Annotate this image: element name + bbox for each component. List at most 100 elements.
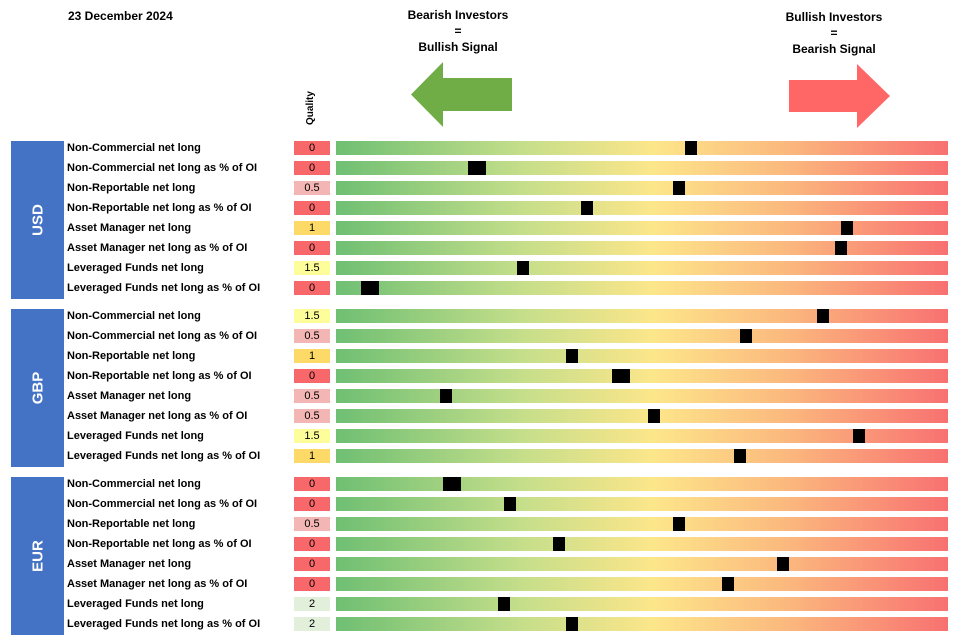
row-label: Non-Commercial net long — [67, 310, 201, 322]
row-label: Asset Manager net long as % of OI — [67, 410, 248, 422]
row-label: Non-Commercial net long as % of OI — [67, 162, 258, 174]
bearish-legend-line1: Bearish Investors — [407, 8, 509, 22]
sentiment-bar — [336, 261, 948, 275]
group-label: GBP — [29, 371, 46, 405]
row-label: Non-Reportable net long as % of OI — [67, 538, 252, 550]
quality-score: 0 — [294, 141, 330, 155]
row-label: Non-Commercial net long — [67, 142, 201, 154]
bearish-legend: Bearish Investors = Bullish Signal — [398, 7, 518, 55]
row-label: Non-Commercial net long — [67, 478, 201, 490]
position-marker — [817, 309, 829, 323]
sentiment-bar — [336, 557, 948, 571]
quality-score: 1.5 — [294, 261, 330, 275]
sentiment-bar — [336, 221, 948, 235]
quality-score: 0 — [294, 161, 330, 175]
row-label: Leveraged Funds net long — [67, 262, 204, 274]
row-label: Non-Reportable net long — [67, 350, 196, 362]
position-marker — [777, 557, 789, 571]
sentiment-bar — [336, 201, 948, 215]
quality-score: 1.5 — [294, 309, 330, 323]
row-label: Asset Manager net long as % of OI — [67, 578, 248, 590]
position-marker — [835, 241, 847, 255]
sentiment-bar — [336, 597, 948, 611]
quality-score: 1 — [294, 449, 330, 463]
quality-score: 0 — [294, 537, 330, 551]
quality-header-text: Quality — [305, 91, 316, 125]
sentiment-bar — [336, 309, 948, 323]
group-block-eur: EUR — [11, 477, 64, 635]
position-marker — [566, 617, 578, 631]
position-marker — [841, 221, 853, 235]
position-marker — [517, 261, 529, 275]
quality-score: 0 — [294, 281, 330, 295]
position-marker — [443, 477, 461, 491]
row-label: Non-Reportable net long as % of OI — [67, 370, 252, 382]
sentiment-bar — [336, 161, 948, 175]
quality-score: 0 — [294, 577, 330, 591]
sentiment-bar — [336, 449, 948, 463]
position-marker — [612, 369, 630, 383]
bearish-legend-line2: = — [454, 24, 462, 38]
sentiment-bar — [336, 141, 948, 155]
row-label: Leveraged Funds net long — [67, 430, 204, 442]
position-marker — [740, 329, 752, 343]
quality-score: 2 — [294, 617, 330, 631]
row-label: Non-Commercial net long as % of OI — [67, 498, 258, 510]
sentiment-bar — [336, 477, 948, 491]
row-label: Leveraged Funds net long as % of OI — [67, 282, 261, 294]
report-date: 23 December 2024 — [68, 9, 173, 23]
quality-score: 0 — [294, 497, 330, 511]
position-marker — [685, 141, 697, 155]
position-marker — [673, 181, 685, 195]
sentiment-bar — [336, 537, 948, 551]
position-marker — [504, 497, 516, 511]
bullish-legend: Bullish Investors = Bearish Signal — [774, 9, 894, 57]
quality-score: 1 — [294, 349, 330, 363]
quality-score: 2 — [294, 597, 330, 611]
bullish-legend-line1: Bullish Investors — [785, 10, 883, 24]
sentiment-bar — [336, 281, 948, 295]
position-marker — [566, 349, 578, 363]
quality-score: 0.5 — [294, 409, 330, 423]
row-label: Non-Reportable net long as % of OI — [67, 202, 252, 214]
quality-score: 0.5 — [294, 329, 330, 343]
sentiment-bar — [336, 429, 948, 443]
quality-score: 0 — [294, 557, 330, 571]
position-marker — [648, 409, 660, 423]
group-label: USD — [29, 204, 46, 236]
position-marker — [440, 389, 452, 403]
sentiment-bar — [336, 617, 948, 631]
left-arrow-icon — [411, 62, 512, 127]
group-label: EUR — [29, 540, 46, 572]
position-marker — [722, 577, 734, 591]
position-marker — [734, 449, 746, 463]
quality-score: 0 — [294, 201, 330, 215]
bullish-legend-line2: = — [830, 26, 838, 40]
position-marker — [673, 517, 685, 531]
row-label: Non-Commercial net long as % of OI — [67, 330, 258, 342]
sentiment-bar — [336, 389, 948, 403]
position-marker — [468, 161, 486, 175]
row-label: Asset Manager net long — [67, 222, 192, 234]
group-block-usd: USD — [11, 141, 64, 299]
quality-score: 0 — [294, 477, 330, 491]
row-label: Non-Reportable net long — [67, 518, 196, 530]
sentiment-bar — [336, 409, 948, 423]
quality-score: 1.5 — [294, 429, 330, 443]
group-block-gbp: GBP — [11, 309, 64, 467]
right-arrow-icon — [789, 64, 890, 128]
sentiment-bar — [336, 349, 948, 363]
row-label: Asset Manager net long — [67, 390, 192, 402]
sentiment-bar — [336, 577, 948, 591]
bullish-legend-line3: Bearish Signal — [792, 42, 876, 56]
sentiment-bar — [336, 517, 948, 531]
position-marker — [853, 429, 865, 443]
quality-score: 0 — [294, 241, 330, 255]
quality-score: 0 — [294, 369, 330, 383]
row-label: Asset Manager net long as % of OI — [67, 242, 248, 254]
sentiment-bar — [336, 497, 948, 511]
row-label: Leveraged Funds net long as % of OI — [67, 450, 261, 462]
bearish-legend-line3: Bullish Signal — [418, 40, 498, 54]
sentiment-bar — [336, 181, 948, 195]
position-marker — [498, 597, 510, 611]
